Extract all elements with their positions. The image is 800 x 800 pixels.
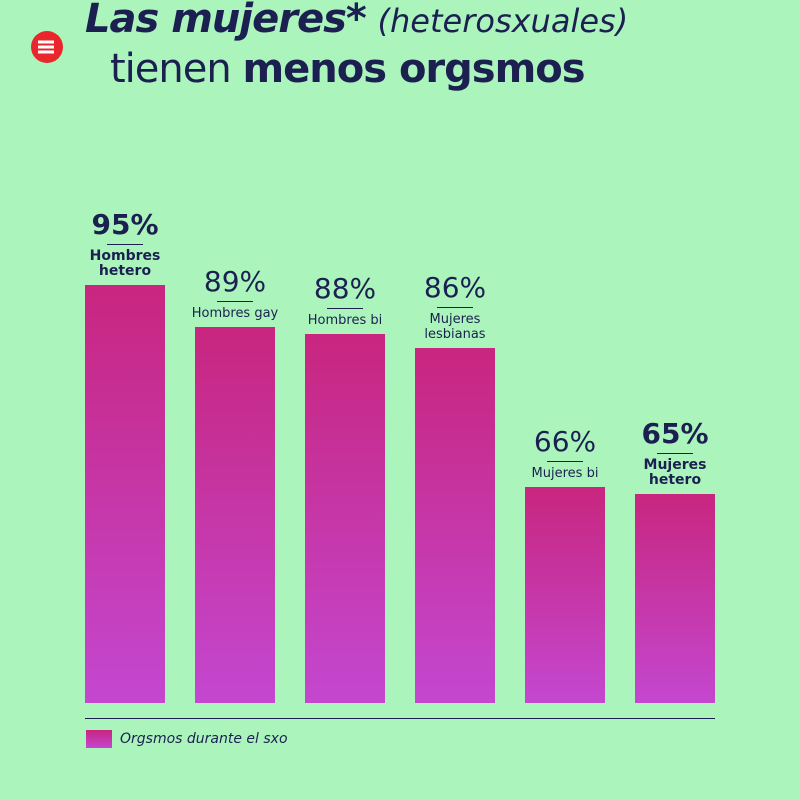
bar-label: 66% Mujeres bi — [515, 425, 615, 482]
label-rule — [657, 452, 693, 454]
bar-label: 65% Mujeres hetero — [625, 416, 725, 488]
label-rule — [217, 300, 253, 302]
value-label: 89% — [203, 264, 267, 298]
bar — [195, 326, 275, 703]
logo — [31, 31, 63, 63]
baseline — [85, 718, 715, 719]
bar-label: 95% Hombres hetero — [75, 207, 175, 279]
value-label: 88% — [313, 271, 377, 305]
title-part: tienen — [110, 46, 232, 92]
label-rule — [107, 243, 143, 245]
title-part: (heterosxuales) — [377, 2, 629, 40]
category-label: Mujeres hetero — [643, 456, 707, 488]
legend-label: Orgsmos durante el sxo — [120, 731, 288, 747]
legend-swatch — [86, 730, 112, 748]
category-label: Hombres gay — [191, 305, 279, 321]
title-part: menos orgsmos — [242, 46, 585, 92]
bar — [85, 284, 165, 703]
label-rule — [327, 307, 363, 309]
bar-label: 89% Hombres gay — [185, 264, 285, 321]
value-label: 86% — [423, 270, 487, 304]
bar-label: 86% Mujeres lesbianas — [405, 270, 505, 342]
bar — [305, 333, 385, 703]
value-label: 66% — [533, 425, 597, 458]
label-rule — [437, 306, 473, 308]
bar-label: 88% Hombres bi — [295, 271, 395, 328]
title-line-1: Las mujeres* (heterosxuales) — [85, 0, 628, 42]
category-label: Hombres bi — [307, 312, 383, 328]
bar — [525, 487, 605, 703]
title-part: Las mujeres* — [85, 0, 367, 42]
value-label: 95% — [91, 207, 159, 241]
category-label: Mujeres lesbianas — [424, 311, 486, 342]
label-rule — [547, 461, 583, 462]
bar — [415, 347, 495, 703]
value-label: 65% — [641, 416, 709, 450]
category-label: Hombres hetero — [89, 247, 161, 279]
bar — [635, 493, 715, 703]
title-line-2: tienen menos orgsmos — [110, 46, 586, 92]
category-label: Mujeres bi — [531, 466, 599, 481]
